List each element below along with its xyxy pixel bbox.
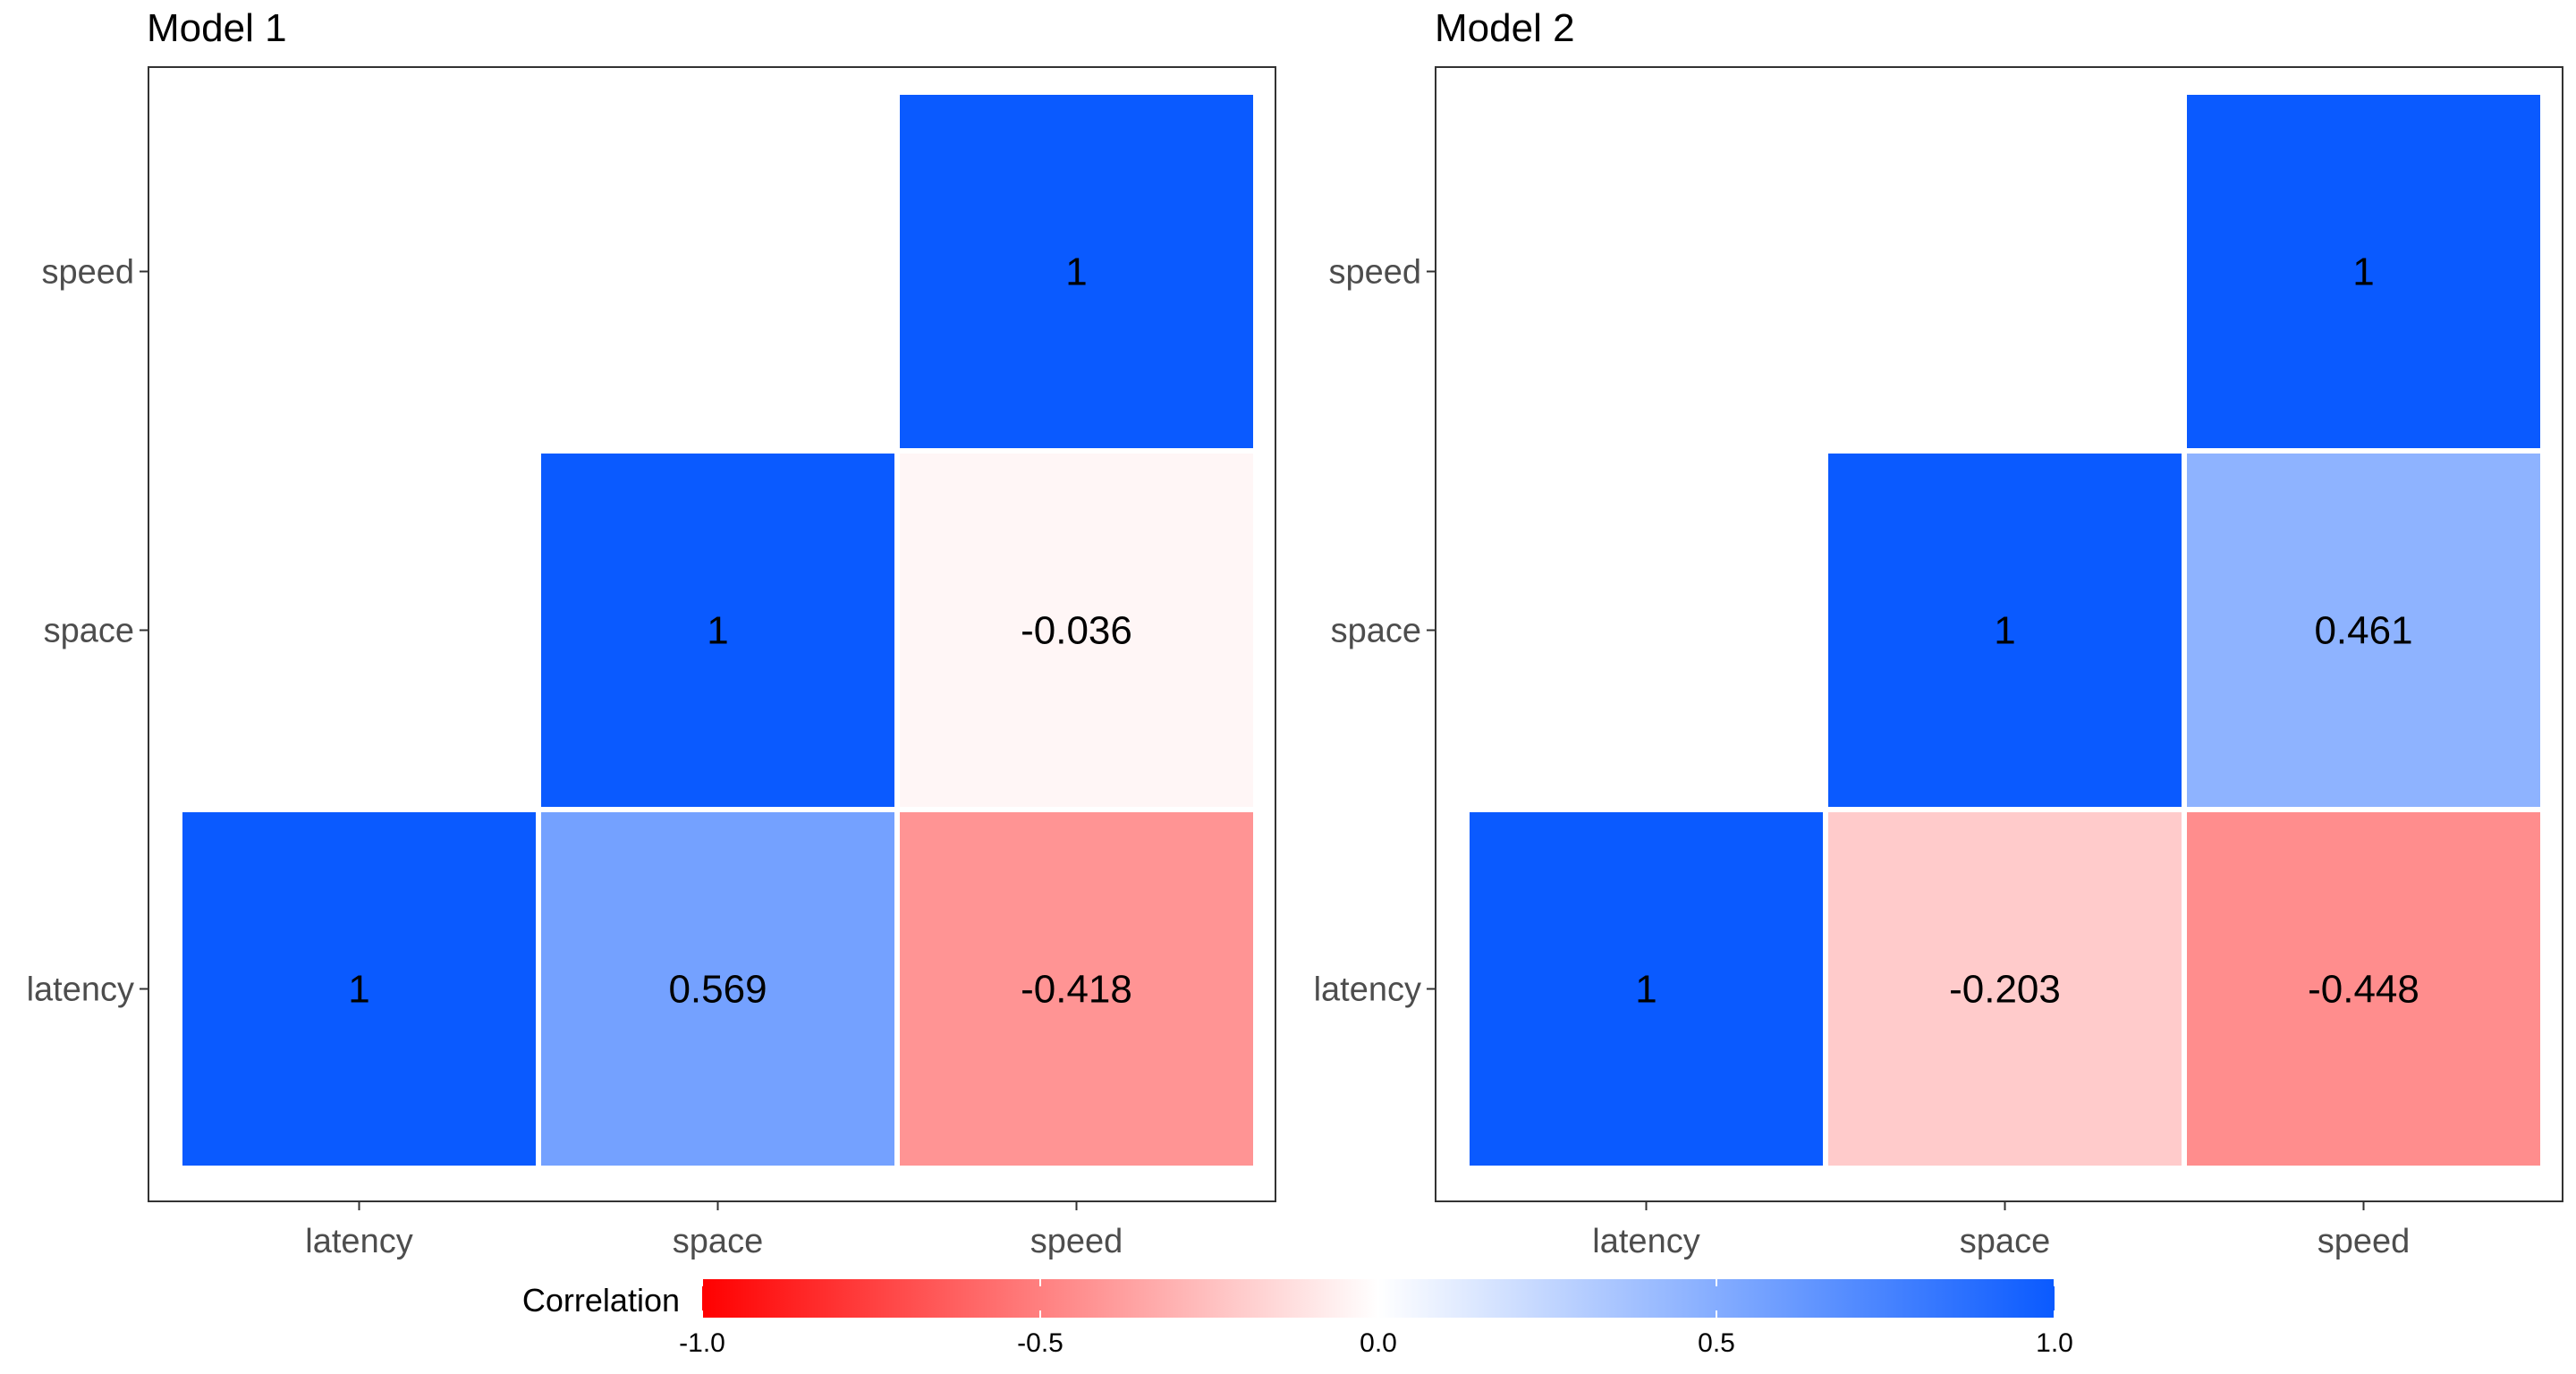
heatmap-cell <box>1823 807 2187 1171</box>
heatmap-cell <box>894 89 1258 454</box>
heatmap-cell <box>177 807 541 1171</box>
x-tick-label: space <box>1960 1223 2050 1260</box>
legend-tick-label: 0.5 <box>1698 1328 1735 1358</box>
x-tick-label: speed <box>2318 1223 2411 1260</box>
y-tick-label: speed <box>41 254 134 292</box>
cell-value-label: 1 <box>348 968 369 1012</box>
heatmap-cell <box>2182 448 2546 812</box>
cell-value-label: 1 <box>707 609 728 653</box>
panels: Model 1 1 0.569 -0.418 1 -0.036 1 latency space s… <box>27 6 2563 1260</box>
heatmap-cell <box>894 807 1258 1171</box>
y-tick-label: speed <box>1328 254 1421 292</box>
panel-title: Model 2 <box>1435 6 1575 50</box>
x-tick-label: latency <box>305 1223 412 1260</box>
legend-title: Correlation <box>522 1282 680 1319</box>
heatmap-cell <box>1464 807 1828 1171</box>
legend-tick-label: 1.0 <box>2036 1328 2073 1358</box>
y-tick-label: latency <box>1314 971 1421 1009</box>
legend-tick-label: 0.0 <box>1360 1328 1397 1358</box>
legend-ticks: -1.0 -0.5 0.0 0.5 1.0 <box>679 1279 2073 1358</box>
cell-value-label: 1 <box>1994 609 2015 653</box>
heatmap-cell <box>2182 807 2546 1171</box>
x-tick-label: speed <box>1030 1223 1123 1260</box>
heatmap-cell <box>536 448 900 812</box>
y-tick-label: latency <box>27 971 134 1009</box>
cell-value-label: -0.448 <box>2308 968 2419 1012</box>
heatmap-cell <box>2182 89 2546 454</box>
panel-1: Model 1 1 0.569 -0.418 1 -0.036 1 latency space s… <box>27 6 1276 1260</box>
legend-tick-label: -0.5 <box>1017 1328 1063 1358</box>
cell-value-label: -0.203 <box>1949 968 2061 1012</box>
x-tick-label: space <box>673 1223 763 1260</box>
color-legend: Correlation -1.0 -0.5 0.0 0.5 1.0 <box>522 1279 2073 1358</box>
x-tick-label: latency <box>1592 1223 1699 1260</box>
y-tick-label: space <box>44 613 134 650</box>
heatmap-cell <box>894 448 1258 812</box>
cell-value-label: 1 <box>2352 250 2374 294</box>
legend-tick-label: -1.0 <box>679 1328 725 1358</box>
panel-title: Model 1 <box>147 6 287 50</box>
heatmap-cell <box>1823 448 2187 812</box>
cell-value-label: 0.569 <box>668 968 767 1012</box>
cell-value-label: 1 <box>1635 968 1657 1012</box>
cell-value-label: -0.418 <box>1021 968 1132 1012</box>
cell-value-label: 1 <box>1065 250 1087 294</box>
panel-2: Model 2 1 -0.203 -0.448 1 0.461 1 latency space s… <box>1314 6 2563 1260</box>
cell-value-label: -0.036 <box>1021 609 1132 653</box>
cell-value-label: 0.461 <box>2314 609 2412 653</box>
y-tick-label: space <box>1331 613 1421 650</box>
